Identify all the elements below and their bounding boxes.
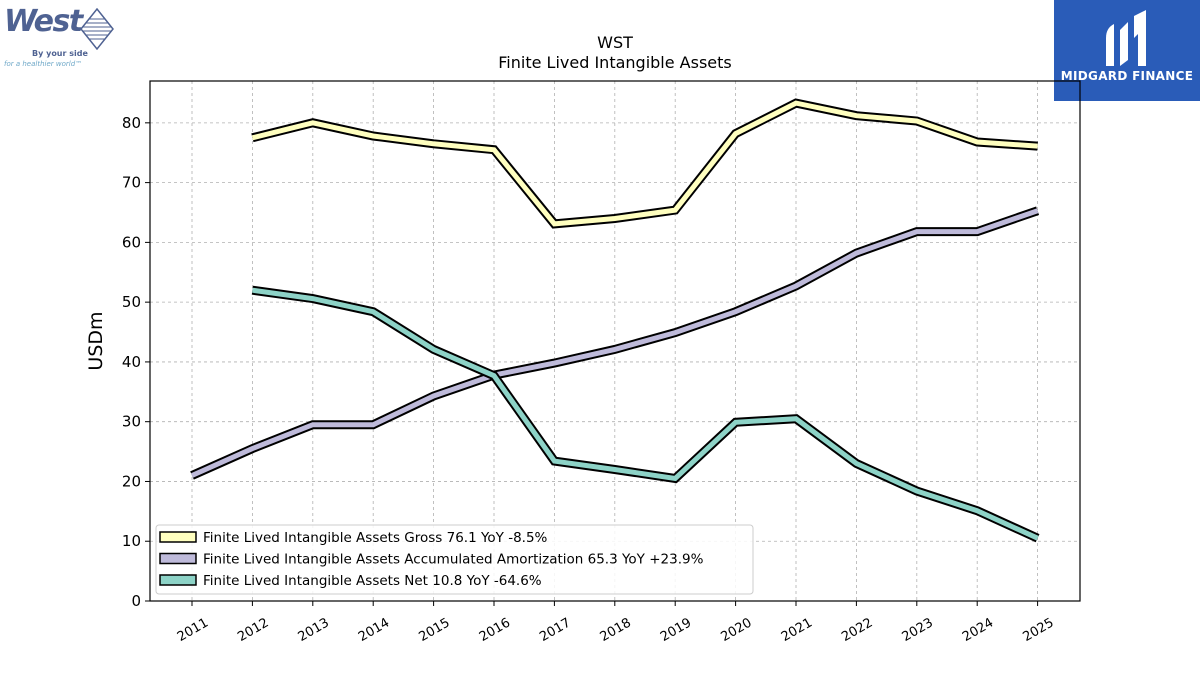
midgard-finance-logo: MIDGARD FINANCE [1054,0,1200,101]
x-tick-label: 2020 [718,615,754,645]
chart-subtitle: Finite Lived Intangible Assets [498,53,731,72]
grid [150,81,1080,602]
y-tick-label: 30 [122,413,141,431]
y-tick-label: 80 [122,114,141,132]
west-logo-word: West [4,4,83,39]
x-tick-label: 2025 [1020,615,1056,645]
x-tick-label: 2023 [900,615,936,645]
west-logo: West By your side for a healthier world™ [2,4,114,68]
x-tick-label: 2019 [658,615,694,645]
chart-title: WST [597,33,633,52]
y-axis-label: USDm [85,311,107,370]
legend-box [155,524,754,595]
x-tick-label: 2016 [477,615,513,645]
legend-label: Finite Lived Intangible Assets Accumulat… [203,552,704,568]
series-2 [190,206,1040,480]
west-logo-subtagline: for a healthier world™ [4,60,83,68]
x-tick-label: 2013 [296,615,332,645]
series-lines [190,98,1040,543]
x-tick-label: 2022 [839,615,875,645]
y-tick-label: 0 [131,592,141,610]
x-tick-label: 2024 [960,615,996,645]
legend: Finite Lived Intangible Assets Gross 76.… [155,524,754,595]
series-line [251,100,1038,227]
x-tick-label: 2018 [598,615,634,645]
legend-swatch [159,531,197,543]
series-line-outline [251,285,1040,543]
series-3 [251,285,1040,543]
plot-area-frame [149,80,1081,602]
y-tick-label: 60 [122,233,141,251]
legend-swatch [159,552,197,565]
y-tick-label: 20 [122,472,141,490]
legend-label: Finite Lived Intangible Assets Net 10.8 … [203,573,542,589]
x-tick-label: 2011 [175,615,211,645]
x-tick-label: 2017 [537,615,573,645]
x-tick-label: 2014 [356,615,392,645]
y-tick-label: 70 [122,174,141,192]
y-tick-label: 50 [122,293,141,311]
x-tick-label: 2015 [416,615,452,645]
series-line [252,287,1039,541]
legend-swatch [159,574,197,586]
west-logo-tagline: By your side [32,49,88,58]
series-line [190,208,1039,478]
y-tick-label: 40 [122,353,141,371]
west-diamond-icon [80,8,114,50]
x-tick-label: 2021 [779,615,815,645]
legend-label: Finite Lived Intangible Assets Gross 76.… [203,530,548,546]
series-1 [251,98,1038,229]
x-tick-label: 2012 [235,615,271,645]
midgard-mark-icon [1106,10,1146,66]
midgard-finance-text: MIDGARD FINANCE [1060,69,1194,83]
y-tick-label: 10 [122,532,141,550]
